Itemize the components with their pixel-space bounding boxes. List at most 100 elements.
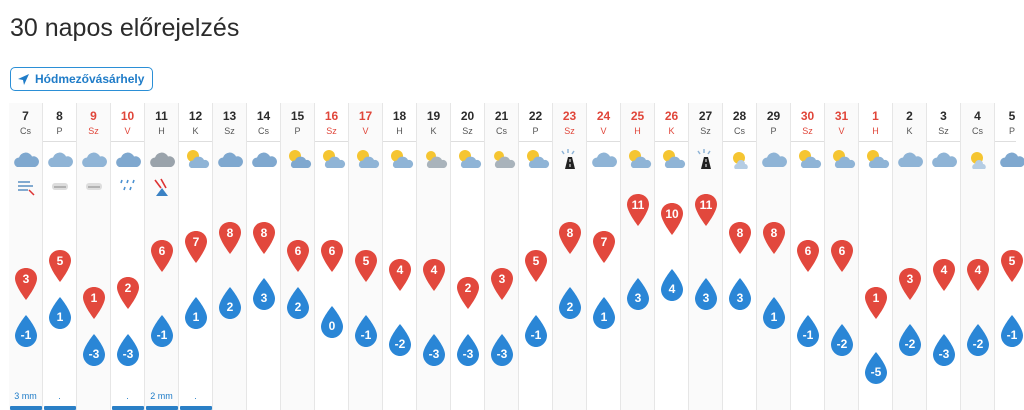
day-column[interactable]: 26 K 10 4 xyxy=(655,103,689,410)
min-temp-marker: 1 xyxy=(183,296,209,330)
day-column[interactable]: 20 Sz 2 -3 xyxy=(451,103,485,410)
cloud-icon xyxy=(930,147,958,171)
min-temp-value: 4 xyxy=(668,281,676,296)
max-temp-value: 5 xyxy=(56,253,64,268)
day-column[interactable]: 25 H 11 3 xyxy=(621,103,655,410)
partly-cloudy-icon xyxy=(352,147,380,171)
fog-icon xyxy=(84,176,104,198)
day-date: 8 xyxy=(56,109,63,123)
day-name: Sz xyxy=(224,126,235,136)
day-name: Cs xyxy=(496,126,507,136)
day-column[interactable]: 22 P 5 -1 xyxy=(519,103,553,410)
min-temp-value: 1 xyxy=(600,309,608,324)
day-name: Cs xyxy=(20,126,31,136)
min-temp-marker: -3 xyxy=(421,333,447,367)
day-column[interactable]: 11 H 6 -1 2 mm xyxy=(145,103,179,410)
day-date: 15 xyxy=(290,109,305,123)
max-temp-marker: 6 xyxy=(285,239,311,273)
partly-cloudy-icon xyxy=(658,147,686,171)
day-column[interactable]: 29 P 8 1 xyxy=(757,103,791,410)
day-name: V xyxy=(362,126,369,136)
day-column[interactable]: 18 H 4 -2 xyxy=(383,103,417,410)
min-temp-marker: 4 xyxy=(659,268,685,302)
day-column[interactable]: 21 Cs 3 -3 xyxy=(485,103,519,410)
day-name: Cs xyxy=(972,126,983,136)
day-column[interactable]: 14 Cs 8 3 xyxy=(247,103,281,410)
day-name: Sz xyxy=(462,126,473,136)
day-date: 11 xyxy=(155,109,168,123)
partly-cloudy-icon xyxy=(182,147,210,171)
day-column[interactable]: 9 Sz 1 -3 xyxy=(77,103,111,410)
day-name: K xyxy=(906,126,913,136)
max-temp-marker: 7 xyxy=(183,230,209,264)
day-column[interactable]: 31 V 6 -2 xyxy=(825,103,859,410)
day-column[interactable]: 7 Cs 3 -1 3 mm xyxy=(9,103,43,410)
min-temp-value: 2 xyxy=(226,300,234,315)
max-temp-value: 6 xyxy=(838,244,846,259)
max-temp-value: 8 xyxy=(770,225,778,240)
day-column[interactable]: 28 Cs 8 3 xyxy=(723,103,757,410)
max-temp-marker: 4 xyxy=(965,258,991,292)
day-name: Sz xyxy=(938,126,949,136)
max-temp-value: 11 xyxy=(699,198,713,212)
day-name: Sz xyxy=(700,126,711,136)
max-temp-value: 5 xyxy=(362,253,370,268)
day-column[interactable]: 16 Sz 6 0 xyxy=(315,103,349,410)
min-temp-marker: -1 xyxy=(13,314,39,348)
min-temp-marker: -2 xyxy=(387,323,413,357)
day-column[interactable]: 10 V 2 -3. xyxy=(111,103,145,410)
max-temp-marker: 4 xyxy=(931,258,957,292)
day-column[interactable]: 23 Sz 8 2 xyxy=(553,103,587,410)
min-temp-marker: 1 xyxy=(591,296,617,330)
slippery-road-icon xyxy=(692,147,720,171)
min-temp-value: 3 xyxy=(702,291,710,305)
day-date: 13 xyxy=(222,109,237,123)
day-column[interactable]: 30 Sz 6 -1 xyxy=(791,103,825,410)
min-temp-value: 3 xyxy=(634,291,642,305)
dark-cloud-icon xyxy=(148,147,176,171)
precip-bar xyxy=(146,406,178,410)
day-name: Sz xyxy=(88,126,99,136)
day-date: 1 xyxy=(872,109,879,123)
precip-amount: 2 mm xyxy=(150,391,173,401)
max-temp-value: 3 xyxy=(22,272,30,286)
day-column[interactable]: 12 K 7 1. xyxy=(179,103,213,410)
precip-amount: 3 mm xyxy=(14,391,37,401)
max-temp-marker: 2 xyxy=(115,276,141,310)
day-column[interactable]: 13 Sz 8 2 xyxy=(213,103,247,410)
min-temp-marker: 2 xyxy=(285,286,311,320)
max-temp-marker: 11 xyxy=(693,193,719,227)
min-temp-value: 3 xyxy=(260,291,268,305)
sun-rain-cloud-icon xyxy=(284,147,312,171)
day-date: 30 xyxy=(800,109,815,123)
min-temp-value: -5 xyxy=(870,365,882,379)
day-date: 5 xyxy=(1008,109,1016,123)
day-column[interactable]: 17 V 5 -1 xyxy=(349,103,383,410)
day-date: 22 xyxy=(528,109,543,123)
day-column[interactable]: 2 K 3 -2 xyxy=(893,103,927,410)
day-column[interactable]: 8 P 5 1. xyxy=(43,103,77,410)
day-date: 20 xyxy=(460,109,475,123)
location-button[interactable]: Hódmezővásárhely xyxy=(10,67,154,91)
day-date: 9 xyxy=(90,109,97,123)
day-name: P xyxy=(56,126,63,136)
day-column[interactable]: 4 Cs 4 -2 xyxy=(961,103,995,410)
day-date: 3 xyxy=(940,109,947,123)
day-name: K xyxy=(668,126,675,136)
max-temp-value: 11 xyxy=(631,198,645,212)
day-date: 18 xyxy=(392,109,407,123)
precip-amount: . xyxy=(58,391,61,401)
day-column[interactable]: 19 K 4 -3 xyxy=(417,103,451,410)
day-column[interactable]: 15 P 6 2 xyxy=(281,103,315,410)
max-temp-marker: 6 xyxy=(829,239,855,273)
day-name: V xyxy=(600,126,607,136)
day-date: 12 xyxy=(188,109,203,123)
day-date: 21 xyxy=(494,109,509,123)
day-column[interactable]: 5 P 5 -1 xyxy=(995,103,1024,410)
day-column[interactable]: 3 Sz 4 -3 xyxy=(927,103,961,410)
day-column[interactable]: 1 H 1 -5 xyxy=(859,103,893,410)
min-temp-value: 2 xyxy=(566,300,574,315)
day-column[interactable]: 24 V 7 1 xyxy=(587,103,621,410)
day-column[interactable]: 27 Sz 11 3 xyxy=(689,103,723,410)
max-temp-marker: 8 xyxy=(557,221,583,255)
